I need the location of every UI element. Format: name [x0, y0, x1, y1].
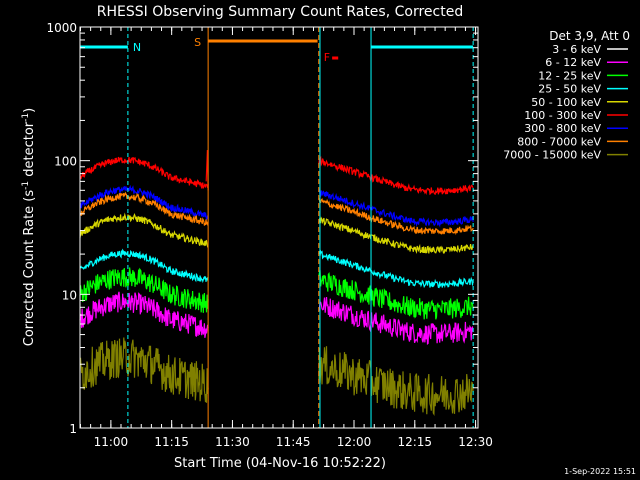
legend-entry-8: 800 - 7000 keV [517, 135, 601, 148]
series-line-5-pre [79, 212, 209, 248]
y-axis-label-sup1: -1 [21, 181, 31, 190]
legend-entry-3: 12 - 25 keV [538, 69, 601, 82]
series-line-7-pre [79, 184, 209, 221]
legend-entry-5: 50 - 100 keV [531, 96, 601, 109]
series-line-9-post [318, 346, 474, 416]
x-tick-label-5: 12:00 [337, 435, 372, 449]
x-tick-label-3: 11:30 [215, 435, 250, 449]
series-line-3-post [318, 270, 474, 320]
legend-entry-7: 300 - 800 keV [524, 122, 601, 135]
y-tick-label-2: 10 [62, 288, 77, 302]
series-line-8-pre [79, 191, 209, 227]
y-tick-label-1: 1 [69, 422, 77, 436]
legend-entry-1: 3 - 6 keV [552, 43, 601, 56]
series-line-6-post [318, 155, 474, 196]
x-axis-label: Start Time (04-Nov-16 10:52:22) [174, 456, 386, 471]
legend-title: Det 3,9, Att 0 [549, 29, 630, 43]
legend-entry-6: 100 - 300 keV [524, 109, 601, 122]
x-tick-label-2: 11:15 [154, 435, 189, 449]
annotation-s: S [194, 36, 201, 49]
y-tick-label-4: 1000 [46, 21, 77, 35]
x-tick-label-7: 12:30 [458, 435, 493, 449]
annotation-f: F [324, 51, 330, 64]
series-line-8-post [318, 198, 474, 236]
series-line-2-post [318, 296, 474, 346]
series-line-4-post [318, 249, 474, 289]
plot-frame [79, 26, 479, 429]
annotation-n: N [133, 41, 141, 54]
y-axis-label: Corrected Count Rate (s-1 detector-1) [21, 108, 37, 346]
y-axis-label-part2: detector [22, 121, 37, 181]
axes-layer: 1 10 100 1000 11:00 11:15 11:30 11:45 12:00 12:15… [46, 21, 492, 449]
timestamp: 1-Sep-2022 15:51 [564, 467, 636, 476]
y-tick-label-3: 100 [54, 155, 77, 169]
plot-layer: N S F [79, 27, 474, 428]
series-line-5-post [318, 215, 474, 254]
series-line-2-pre [79, 291, 209, 338]
y-axis-label-part3: ) [22, 108, 37, 113]
series-line-1-post [318, 279, 474, 330]
series-line-4-pre [79, 248, 209, 284]
y-axis-label-part1: Corrected Count Rate (s [22, 190, 37, 347]
x-tick-label-6: 12:15 [397, 435, 432, 449]
series-line-9-pre [79, 337, 209, 403]
legend-entry-9: 7000 - 15000 keV [503, 149, 601, 162]
y-axis-label-sup2: -1 [21, 113, 31, 122]
x-tick-label-1: 11:00 [94, 435, 129, 449]
legend-entry-4: 25 - 50 keV [538, 83, 601, 96]
series-line-7-post [318, 187, 474, 228]
series-line-6-pre [79, 156, 209, 189]
legend-entry-2: 6 - 12 keV [545, 56, 601, 69]
series-line-3-pre [79, 267, 209, 313]
chart-title: RHESSI Observing Summary Count Rates, Co… [97, 4, 463, 20]
x-tick-label-4: 11:45 [276, 435, 311, 449]
